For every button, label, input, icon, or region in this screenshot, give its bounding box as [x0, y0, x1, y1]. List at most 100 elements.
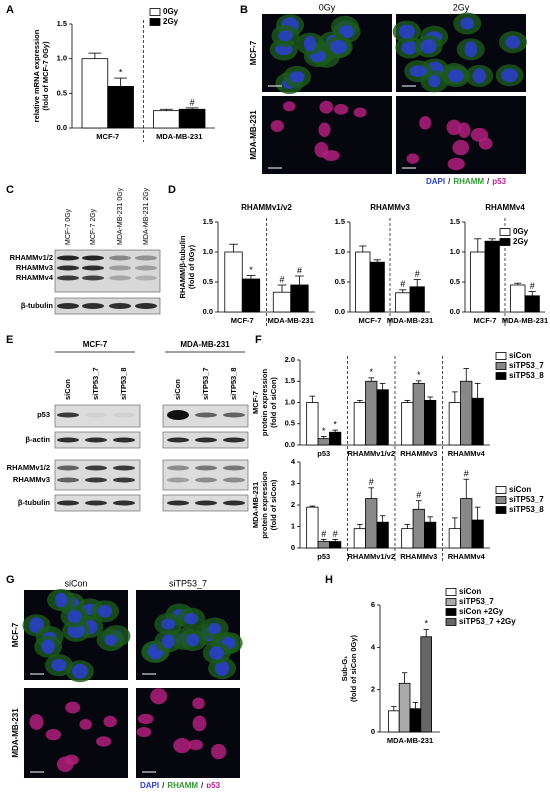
group-label: MCF-7	[83, 340, 108, 349]
significance-mark: #	[369, 477, 374, 487]
legend-swatch	[495, 372, 507, 380]
bar	[178, 108, 206, 129]
legend-swatch	[495, 352, 507, 360]
nucleus	[472, 68, 486, 84]
blot-band	[195, 500, 217, 506]
nucleus	[184, 612, 199, 625]
blot-band	[195, 412, 217, 418]
lane-label: MDA-MB-231 2Gy	[143, 187, 150, 245]
blot-band	[82, 275, 104, 281]
x-tick-label: MDA-MB-231	[268, 316, 314, 325]
bar	[369, 261, 385, 313]
row-label: MDA-MB-231	[249, 110, 258, 160]
y-tick-label: 1.5	[57, 19, 67, 28]
nucleus	[64, 754, 79, 766]
blot-band	[113, 412, 135, 418]
legend-swatch	[495, 506, 507, 514]
bar	[484, 240, 500, 313]
nucleus	[161, 634, 175, 649]
nucleus	[72, 663, 88, 679]
y-axis-label: MCF-7	[251, 391, 260, 414]
blot-band	[85, 477, 107, 483]
y-axis-label: Sub-G₁	[340, 656, 349, 682]
bar	[353, 528, 366, 549]
blot-row-label: β-tubulin	[21, 301, 53, 310]
x-tick-label: MCF-7	[359, 316, 382, 325]
y-tick-label: 1.0	[285, 397, 295, 406]
stain-legend: DAPI	[426, 177, 445, 186]
blot-band	[135, 303, 157, 309]
blot-band	[109, 303, 131, 309]
y-axis-label: relative mRNA expression	[32, 29, 41, 122]
blot-band	[57, 465, 79, 471]
legend-label: siCon	[459, 587, 481, 596]
nucleus	[330, 39, 348, 54]
legend-label: siTP53_8	[509, 505, 544, 514]
nucleus	[208, 622, 221, 635]
significance-mark: #	[190, 97, 195, 107]
y-axis-label: (fold of 0Gy)	[187, 244, 196, 289]
nucleus	[428, 75, 441, 88]
blot-row-label: RHAMMv3	[16, 263, 53, 272]
nucleus	[65, 701, 81, 714]
legend-label: 0Gy	[513, 227, 529, 236]
bar	[365, 498, 378, 549]
y-tick-label: 1	[291, 521, 295, 530]
x-tick-label: MCF-7	[231, 316, 254, 325]
nucleus	[270, 120, 284, 132]
nucleus	[398, 24, 415, 39]
blot-band	[57, 477, 79, 483]
y-tick-label: 0.0	[203, 307, 213, 316]
nucleus	[136, 727, 152, 738]
y-tick-label: 0.0	[335, 307, 345, 316]
blot-band	[85, 500, 107, 506]
bar	[471, 519, 484, 549]
blot-row-label: RHAMMv1/2	[7, 463, 50, 472]
blot-band	[223, 437, 245, 443]
legend-label: siCon +2Gy	[459, 607, 504, 616]
stain-legend: /	[201, 781, 204, 788]
blot-band	[85, 412, 107, 418]
legend-label: siCon	[509, 351, 531, 360]
significance-mark: *	[424, 619, 428, 629]
y-tick-label: 2.0	[285, 355, 295, 364]
lane-label: siCon	[63, 379, 72, 400]
y-tick-label: 0.5	[203, 277, 213, 286]
nucleus	[333, 104, 349, 115]
blot-membrane	[54, 404, 141, 428]
legend-swatch	[495, 362, 507, 370]
x-tick-label: MDA-MB-231	[387, 316, 433, 325]
significance-mark: #	[333, 529, 338, 539]
y-axis-label: (fold of siCon)	[269, 479, 278, 530]
blot-band	[195, 437, 217, 443]
blot-band	[113, 500, 135, 506]
bar	[448, 528, 461, 549]
y-axis-label: protein expression	[260, 471, 269, 539]
lane-label: siTP53_7	[91, 367, 100, 400]
y-tick-label: 1.5	[450, 217, 460, 226]
bar	[153, 110, 180, 129]
x-tick-label: RHAMMv4	[448, 552, 486, 561]
x-tick-label: RHAMMv4	[448, 449, 486, 458]
column-label: siTP53_7	[169, 578, 207, 588]
nucleus	[501, 68, 518, 83]
blot-band	[223, 412, 245, 418]
blot-row-label: β-actin	[25, 435, 50, 444]
bar	[424, 399, 437, 446]
y-tick-label: 0.5	[57, 88, 67, 97]
blot-band	[109, 255, 131, 261]
nucleus	[457, 122, 471, 138]
stain-legend: RHAMM	[167, 781, 198, 788]
blot-row-label: RHAMMv1/2	[10, 253, 53, 262]
significance-mark: #	[400, 279, 405, 289]
bar	[329, 541, 342, 549]
chart-title: RHAMMv1/v2	[241, 203, 292, 212]
stain-legend: /	[162, 781, 165, 788]
column-label: siCon	[64, 578, 87, 588]
blot-band	[57, 255, 79, 261]
blot-row-label: β-tubulin	[18, 498, 50, 507]
blot-band	[57, 500, 79, 506]
lane-label: siTP53_8	[119, 367, 128, 400]
blot-band	[57, 437, 79, 443]
micrograph	[136, 688, 240, 778]
